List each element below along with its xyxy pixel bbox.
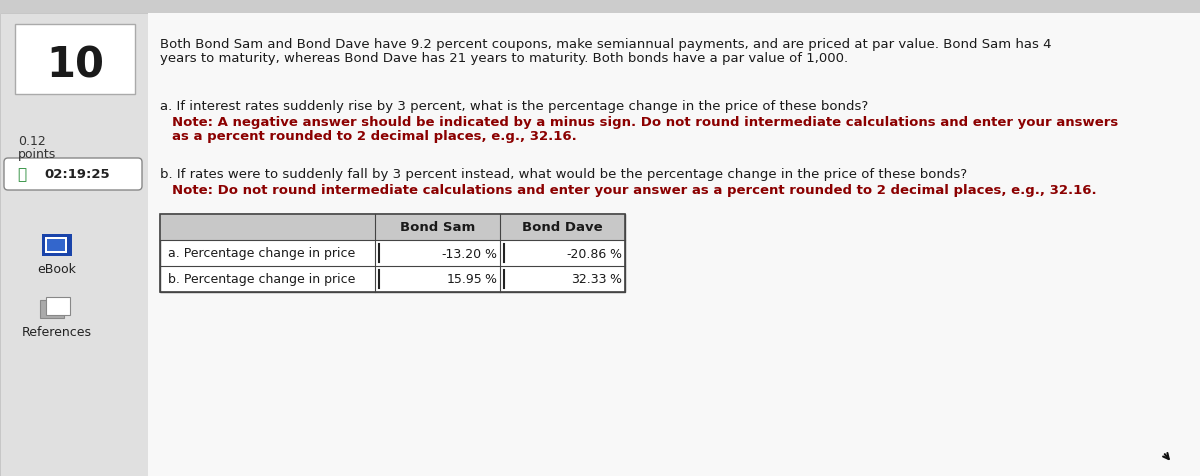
FancyBboxPatch shape: [40, 300, 64, 318]
Text: points: points: [18, 148, 56, 161]
Bar: [160, 215, 625, 292]
Text: 32.33: 32.33: [571, 273, 607, 286]
Bar: [148, 14, 1200, 476]
Text: %: %: [484, 247, 496, 260]
Bar: [46, 238, 67, 253]
Text: eBook: eBook: [37, 262, 77, 276]
Bar: [0, 0, 1200, 14]
Text: %: %: [484, 273, 496, 286]
Text: years to maturity, whereas Bond Dave has 21 years to maturity. Both bonds have a: years to maturity, whereas Bond Dave has…: [160, 52, 848, 65]
Text: %: %: [610, 247, 622, 260]
Text: Bond Dave: Bond Dave: [522, 221, 602, 234]
Text: %: %: [610, 273, 622, 286]
FancyBboxPatch shape: [4, 159, 142, 190]
Bar: [160, 215, 625, 240]
Text: 10: 10: [46, 45, 104, 87]
Text: References: References: [22, 325, 92, 338]
Bar: [0, 14, 148, 476]
FancyBboxPatch shape: [46, 298, 70, 315]
Text: Bond Sam: Bond Sam: [400, 221, 475, 234]
Text: 0.12: 0.12: [18, 135, 46, 148]
Text: a. If interest rates suddenly rise by 3 percent, what is the percentage change i: a. If interest rates suddenly rise by 3 …: [160, 100, 869, 113]
Bar: [42, 235, 72, 257]
Text: Both Bond Sam and Bond Dave have 9.2 percent coupons, make semiannual payments, : Both Bond Sam and Bond Dave have 9.2 per…: [160, 38, 1051, 51]
Text: b. If rates were to suddenly fall by 3 percent instead, what would be the percen: b. If rates were to suddenly fall by 3 p…: [160, 168, 967, 180]
Text: -13.20: -13.20: [442, 247, 482, 260]
Text: Note: A negative answer should be indicated by a minus sign. Do not round interm: Note: A negative answer should be indica…: [172, 116, 1118, 129]
FancyBboxPatch shape: [14, 25, 134, 95]
Text: 02:19:25: 02:19:25: [44, 168, 110, 181]
Text: 15.95: 15.95: [446, 273, 482, 286]
Text: b. Percentage change in price: b. Percentage change in price: [168, 273, 355, 286]
Text: ⌛: ⌛: [18, 167, 26, 182]
Bar: [160, 215, 625, 292]
Text: Note: Do not round intermediate calculations and enter your answer as a percent : Note: Do not round intermediate calculat…: [172, 184, 1097, 197]
Text: -20.86: -20.86: [566, 247, 607, 260]
Text: a. Percentage change in price: a. Percentage change in price: [168, 247, 355, 260]
Text: as a percent rounded to 2 decimal places, e.g., 32.16.: as a percent rounded to 2 decimal places…: [172, 130, 577, 143]
Bar: [47, 239, 65, 251]
